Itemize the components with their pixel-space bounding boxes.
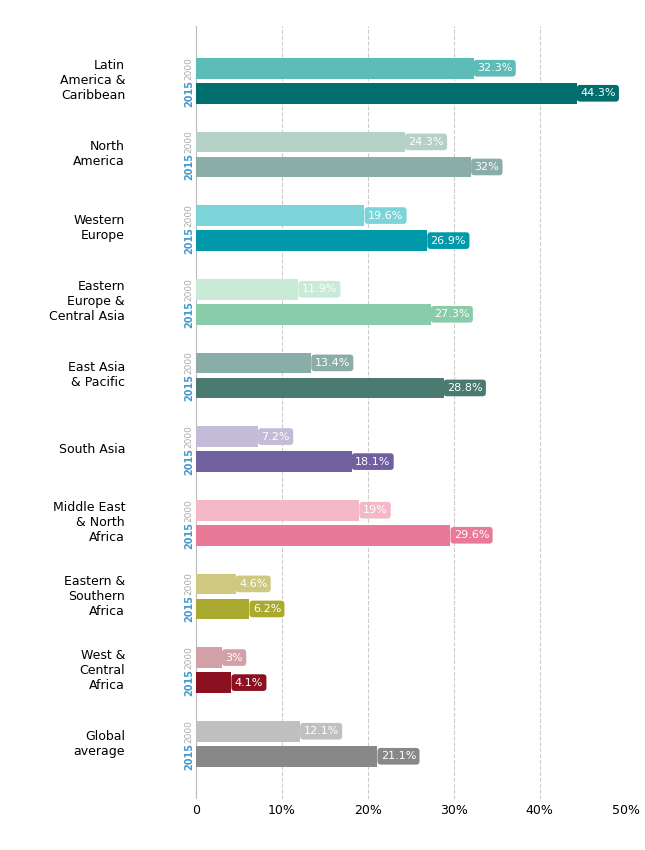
Text: 2015: 2015 <box>184 375 194 401</box>
Bar <box>196 451 352 472</box>
Text: 19%: 19% <box>362 505 388 515</box>
Text: 2015: 2015 <box>184 227 194 254</box>
Text: 2000: 2000 <box>184 278 194 301</box>
Bar <box>196 426 258 447</box>
Text: 29.6%: 29.6% <box>454 530 490 541</box>
Bar <box>196 304 431 325</box>
Text: 32%: 32% <box>475 162 499 172</box>
Text: 2000: 2000 <box>184 499 194 522</box>
Text: 28.8%: 28.8% <box>447 383 482 393</box>
Bar <box>196 353 311 373</box>
Text: 2015: 2015 <box>184 743 194 770</box>
Text: 2000: 2000 <box>184 130 194 153</box>
Text: 12.1%: 12.1% <box>303 726 339 736</box>
Text: 4.1%: 4.1% <box>235 677 263 688</box>
Bar <box>196 598 250 620</box>
Text: 2000: 2000 <box>184 57 194 80</box>
Text: 13.4%: 13.4% <box>315 358 350 368</box>
Text: 24.3%: 24.3% <box>408 137 444 147</box>
Text: 2015: 2015 <box>184 522 194 549</box>
Bar <box>196 230 427 251</box>
Text: 4.6%: 4.6% <box>239 579 268 589</box>
Bar <box>196 746 377 767</box>
Text: 18.1%: 18.1% <box>355 456 390 467</box>
Bar <box>196 647 222 668</box>
Text: 2000: 2000 <box>184 425 194 448</box>
Bar <box>196 279 298 299</box>
Bar <box>196 574 235 594</box>
Bar <box>196 205 364 226</box>
Text: 2000: 2000 <box>184 646 194 669</box>
Text: 6.2%: 6.2% <box>253 604 281 614</box>
Text: 2000: 2000 <box>184 204 194 227</box>
Bar <box>196 132 405 152</box>
Bar <box>196 83 577 104</box>
Text: 7.2%: 7.2% <box>261 432 290 441</box>
Text: 11.9%: 11.9% <box>302 284 337 294</box>
Text: 2015: 2015 <box>184 301 194 328</box>
Text: 2000: 2000 <box>184 572 194 595</box>
Text: 21.1%: 21.1% <box>381 751 416 762</box>
Text: 2015: 2015 <box>184 669 194 696</box>
Bar <box>196 525 450 546</box>
Text: 19.6%: 19.6% <box>368 211 403 220</box>
Text: 2015: 2015 <box>184 154 194 180</box>
Text: 27.3%: 27.3% <box>434 309 470 320</box>
Text: 44.3%: 44.3% <box>580 88 615 99</box>
Text: 26.9%: 26.9% <box>431 235 466 246</box>
Bar <box>196 672 232 693</box>
Bar <box>196 377 444 399</box>
Bar <box>196 156 471 178</box>
Text: 2000: 2000 <box>184 351 194 374</box>
Bar <box>196 58 473 78</box>
Text: 2015: 2015 <box>184 448 194 475</box>
Text: 3%: 3% <box>225 653 243 662</box>
Text: 2015: 2015 <box>184 596 194 622</box>
Text: 2000: 2000 <box>184 720 194 743</box>
Bar <box>196 500 359 520</box>
Text: 2015: 2015 <box>184 80 194 107</box>
Bar <box>196 721 300 741</box>
Text: 32.3%: 32.3% <box>477 63 512 73</box>
